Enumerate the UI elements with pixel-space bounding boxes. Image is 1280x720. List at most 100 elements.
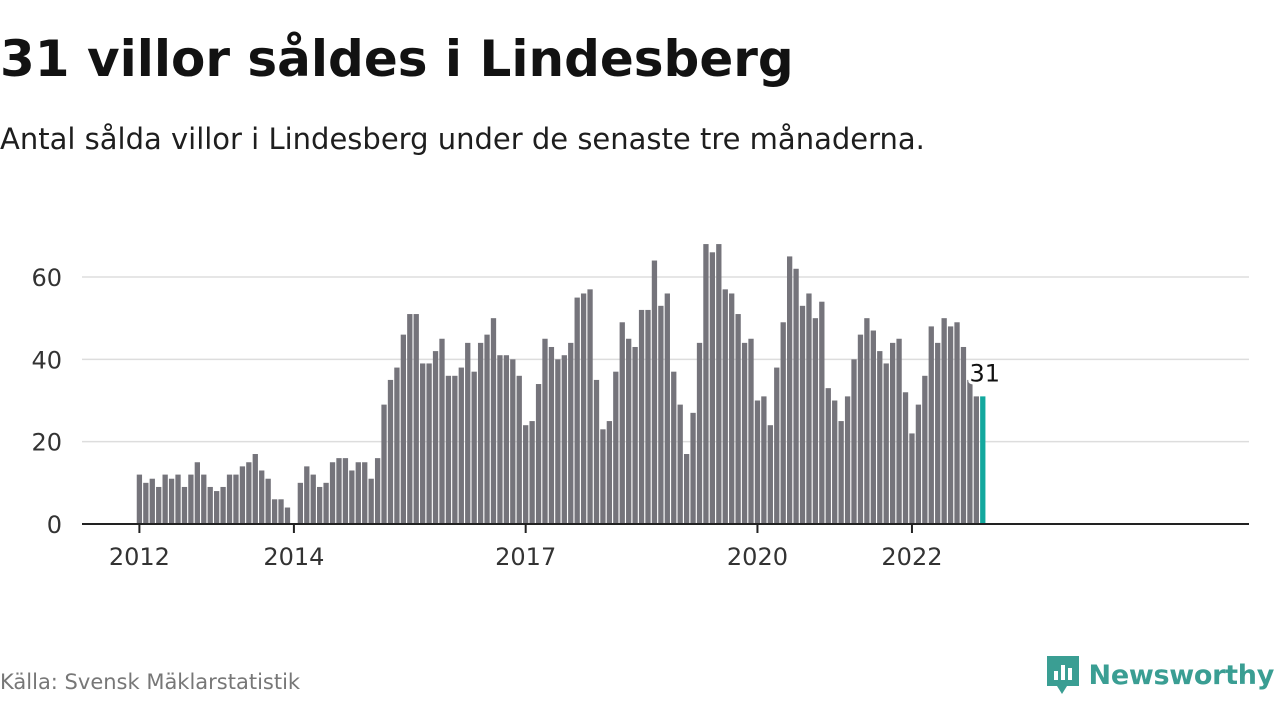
bar [426, 363, 432, 524]
bar [619, 322, 625, 524]
bar [387, 379, 394, 524]
bar [471, 371, 477, 524]
bar [175, 474, 181, 524]
bar [967, 379, 973, 524]
bar [523, 425, 529, 524]
bar [323, 482, 329, 524]
bar [452, 375, 458, 524]
bar [188, 474, 194, 524]
y-tick-label: 40 [31, 346, 62, 374]
bar [374, 458, 381, 524]
bar [857, 334, 864, 524]
bar [793, 268, 799, 524]
bar [600, 429, 606, 524]
bars [136, 244, 986, 525]
bar [304, 466, 310, 524]
bar [439, 338, 445, 524]
bar [767, 425, 773, 524]
bar [278, 499, 284, 524]
bar [651, 260, 658, 524]
bar [613, 371, 619, 524]
bar [490, 318, 497, 524]
bar [735, 314, 741, 524]
x-tick-label: 2014 [263, 543, 324, 571]
bar [574, 297, 580, 524]
bar [838, 421, 844, 524]
bar [632, 346, 638, 524]
bar [394, 367, 400, 524]
bar [561, 355, 567, 524]
bar [548, 346, 555, 524]
brand-name: Newsworthy [1088, 659, 1275, 691]
bar [812, 318, 819, 524]
bar [510, 359, 516, 524]
bar [181, 486, 188, 524]
bar [973, 396, 979, 524]
y-tick-label: 0 [47, 511, 62, 539]
bar [458, 367, 464, 524]
bar [677, 404, 683, 524]
bar [317, 486, 323, 524]
bar [799, 305, 806, 524]
bar [877, 351, 883, 524]
bar [136, 474, 143, 524]
bar [883, 363, 889, 524]
bar [935, 342, 941, 524]
bar [754, 400, 761, 524]
bar [580, 293, 587, 524]
bar [819, 301, 825, 524]
bar [329, 462, 336, 524]
bar [194, 462, 200, 524]
bar [342, 458, 349, 524]
brand-logo[interactable]: Newsworthy [1045, 654, 1274, 696]
bar [832, 400, 838, 524]
bar [851, 359, 857, 524]
newsworthy-logo-icon [1046, 656, 1079, 694]
bar [368, 478, 374, 524]
y-tick-label: 60 [31, 264, 62, 292]
bar [252, 454, 258, 524]
bar [587, 289, 593, 524]
bar [239, 466, 246, 524]
bar [516, 375, 522, 524]
bar [168, 478, 175, 524]
bar [143, 482, 149, 524]
bar [947, 326, 954, 524]
bar [265, 478, 271, 524]
bar [420, 363, 426, 524]
bar [915, 404, 922, 524]
bar [407, 314, 413, 524]
bar [741, 342, 748, 524]
chart-subtitle: Antal sålda villor i Lindesberg under de… [0, 122, 925, 156]
bar [355, 462, 361, 524]
bar [696, 342, 703, 524]
bar [284, 507, 291, 524]
bar [909, 433, 915, 524]
bar [761, 396, 767, 524]
bar [162, 474, 168, 524]
bar [233, 474, 239, 524]
bar [149, 478, 155, 524]
bar [497, 355, 503, 524]
bar [844, 396, 851, 524]
bar [664, 293, 670, 524]
bar [349, 470, 355, 524]
bar [786, 256, 793, 524]
bar [445, 375, 452, 524]
bar [259, 470, 265, 524]
bar [890, 342, 896, 524]
bar [568, 342, 574, 524]
bar [271, 499, 278, 524]
bar [156, 486, 162, 524]
bar [774, 367, 780, 524]
bar [870, 330, 876, 524]
bar [593, 379, 600, 524]
bar [465, 342, 471, 524]
bar [503, 355, 510, 524]
bar [825, 388, 831, 524]
bar [381, 404, 387, 524]
y-tick-label: 20 [31, 429, 62, 457]
bar [477, 342, 484, 524]
bar [780, 322, 786, 524]
